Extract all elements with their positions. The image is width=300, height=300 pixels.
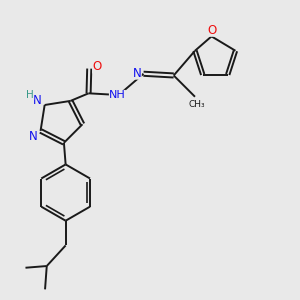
Text: N: N xyxy=(33,94,41,107)
Text: N: N xyxy=(28,130,38,142)
Text: NH: NH xyxy=(109,90,126,100)
Text: H: H xyxy=(26,90,34,100)
Text: O: O xyxy=(208,24,217,37)
Text: N: N xyxy=(133,67,142,80)
Text: O: O xyxy=(92,60,101,74)
Text: CH₃: CH₃ xyxy=(188,100,205,109)
